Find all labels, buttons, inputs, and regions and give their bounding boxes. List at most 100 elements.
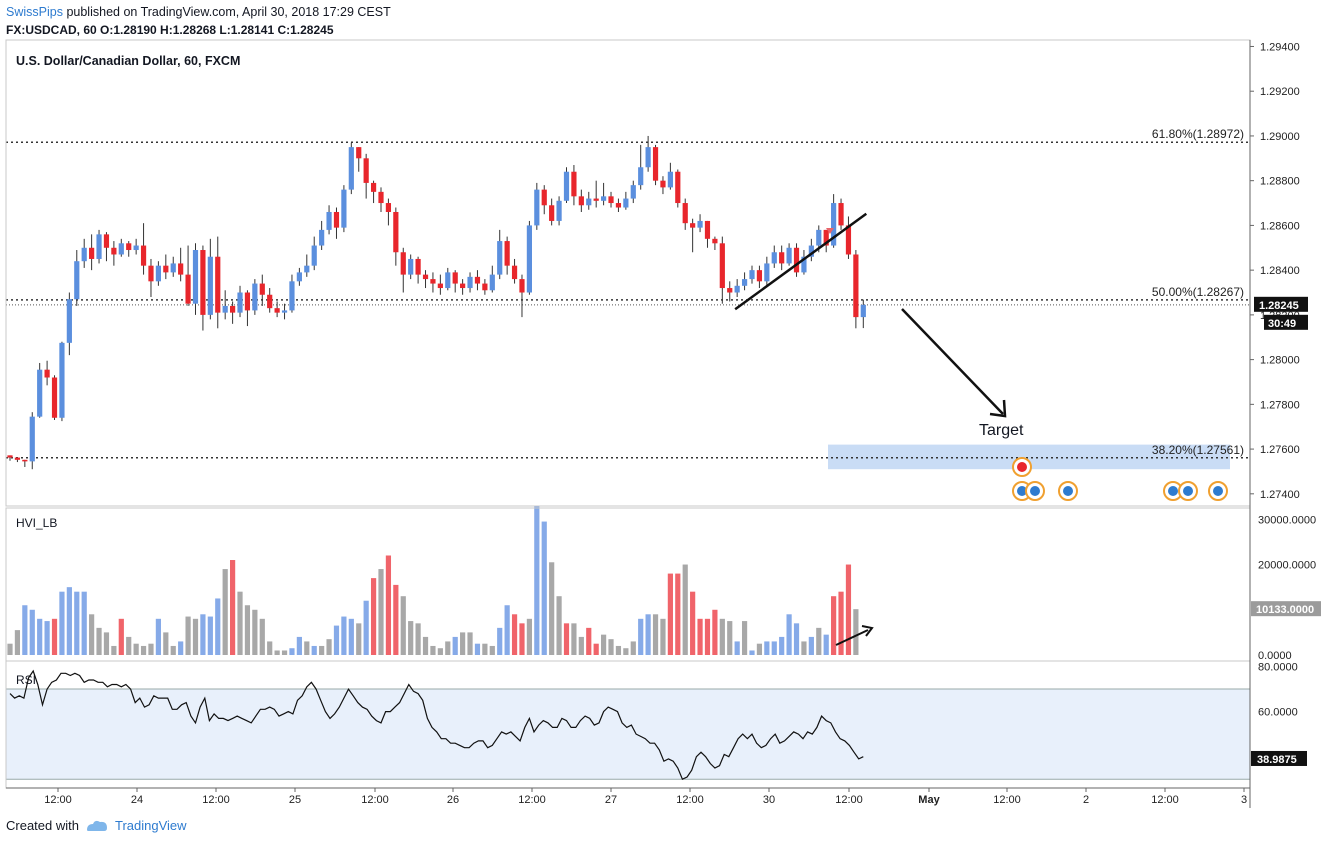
volume-bar	[103, 632, 110, 655]
volume-bar	[845, 564, 852, 655]
volume-bar	[59, 591, 65, 655]
candle-body	[563, 171, 570, 201]
candle-body	[7, 455, 13, 458]
candle-body	[259, 283, 265, 295]
volume-bar	[786, 614, 792, 655]
pane-frames	[5, 39, 1251, 789]
volume-bar	[155, 618, 161, 655]
price-tick-label: 1.27400	[1260, 489, 1300, 501]
volume-bar	[645, 614, 651, 655]
volume-bar	[341, 616, 347, 655]
volume-bar	[163, 632, 169, 655]
candle-body	[393, 211, 399, 253]
volume-bar	[393, 584, 399, 655]
volume-bar	[7, 643, 13, 655]
volume-bar	[704, 618, 711, 655]
volume-arrowhead	[861, 625, 874, 637]
volume-bar	[601, 634, 607, 655]
volume-bar	[274, 650, 280, 655]
volume-bar	[385, 555, 392, 655]
candle-body	[370, 182, 377, 192]
candle-body	[155, 265, 161, 282]
volume-bar	[660, 618, 666, 655]
price-tick-label: 1.27800	[1260, 399, 1300, 411]
candle-body	[319, 229, 325, 246]
volume-bar	[474, 643, 481, 655]
volume-bar	[497, 627, 503, 655]
volume-bar	[823, 634, 829, 655]
time-tick-label: 25	[289, 794, 301, 806]
volume-bar	[207, 616, 213, 655]
candle-body	[586, 198, 592, 206]
flag-dot-icon	[1183, 486, 1193, 496]
price-tick-label: 1.28600	[1260, 220, 1300, 232]
main-title: U.S. Dollar/Canadian Dollar, 60, FXCM	[16, 54, 240, 68]
volume-bar	[853, 609, 859, 655]
fib-level-label: 61.80%(1.28972)	[1152, 127, 1244, 141]
volume-bar	[326, 639, 332, 655]
trendline	[734, 212, 868, 311]
candle-body	[727, 288, 733, 293]
candle-body	[601, 196, 607, 201]
candle-body	[244, 292, 251, 311]
volume-bar	[734, 641, 740, 655]
candle-body	[511, 265, 518, 280]
target-label: Target	[979, 422, 1024, 439]
volume-bar	[230, 560, 236, 655]
candle-body	[571, 171, 577, 197]
candle-body	[126, 243, 132, 251]
volume-bar	[526, 618, 532, 655]
price-tick-label: 1.28400	[1260, 265, 1300, 277]
volume-bar	[281, 650, 288, 655]
time-tick-label: 24	[131, 794, 143, 806]
time-tick-label: 12:00	[361, 794, 389, 806]
candle-body	[704, 220, 711, 239]
price-tick-label: 1.27600	[1260, 444, 1300, 456]
publish-line: SwissPips published on TradingView.com, …	[6, 3, 391, 21]
candle-body	[408, 258, 414, 275]
volume-bar	[170, 645, 176, 655]
volume-bar	[259, 618, 265, 655]
flag-dot-icon	[1017, 486, 1027, 496]
volume-bar	[452, 636, 458, 655]
volume-bar	[29, 609, 35, 655]
time-tick-label: 12:00	[518, 794, 546, 806]
countdown-label: 30:49	[1268, 318, 1296, 330]
volume-bar	[808, 636, 814, 655]
candle-body	[207, 256, 213, 315]
volume-bar	[140, 645, 147, 655]
volume-bar	[556, 596, 562, 655]
candle-body	[645, 147, 651, 168]
volume-tick-label: 0.0000	[1258, 650, 1292, 662]
volume-bar	[400, 596, 406, 655]
fib-level-label: 50.00%(1.28267)	[1152, 285, 1244, 299]
volume-arrow	[835, 629, 869, 646]
tradingview-brand-link[interactable]: TradingView	[114, 818, 187, 833]
candle-body	[697, 220, 703, 228]
volume-bar	[296, 636, 302, 655]
time-axis: 12:00 24 12:00 25 12:00 26 12:00 27 12:00 30 12:00…	[6, 787, 1250, 806]
volume-bar	[237, 591, 243, 655]
candle-body	[779, 252, 785, 264]
pane-border	[5, 507, 1251, 662]
candle-body	[111, 247, 117, 255]
volume-bar	[408, 621, 414, 655]
candle-body	[237, 292, 243, 313]
candle-body	[845, 225, 852, 255]
rsi-line	[9, 669, 864, 781]
candle-body	[460, 283, 466, 289]
rsi-pane: RSI	[6, 669, 1250, 781]
candle-body	[230, 305, 236, 313]
flag-dot-icon	[1017, 462, 1027, 472]
candle-body	[215, 256, 221, 313]
author-link[interactable]: SwissPips	[6, 5, 63, 19]
price-tick-label: 1.29200	[1260, 86, 1300, 98]
ohlc-line: FX:USDCAD, 60 O:1.28190 H:1.28268 L:1.28…	[6, 23, 334, 37]
rsi-tick-label: 60.0000	[1258, 707, 1298, 719]
volume-last-label: 10133.0000	[1256, 604, 1314, 616]
candle-body	[786, 247, 792, 264]
time-tick-label: 3	[1241, 794, 1247, 806]
candle-body	[163, 265, 169, 273]
volume-bar	[51, 618, 58, 655]
